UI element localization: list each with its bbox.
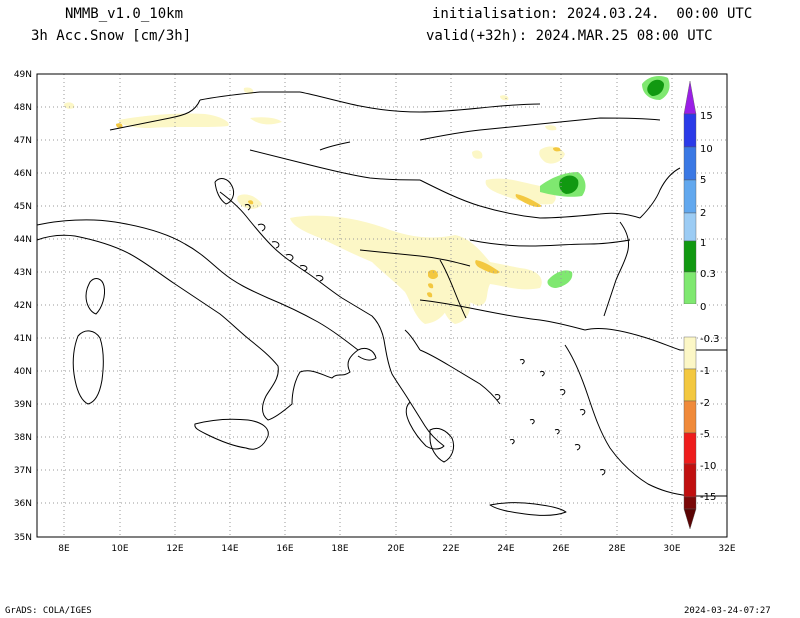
- colorbar: [683, 80, 697, 530]
- colorbar-label: 0.3: [700, 269, 716, 280]
- lat-label: 44N: [14, 235, 32, 245]
- lon-label: 12E: [166, 544, 183, 554]
- map-frame: [36, 73, 728, 538]
- colorbar-label: -0.3: [700, 334, 720, 345]
- longitude-labels: 8E 10E 12E 14E 16E 18E 20E 22E 24E 26E 2…: [58, 544, 736, 554]
- lat-label: 47N: [14, 136, 32, 146]
- lat-label: 43N: [14, 268, 32, 278]
- graticule: [37, 74, 727, 537]
- colorbar-swatch-0: [684, 304, 696, 337]
- lon-label: 22E: [442, 544, 459, 554]
- latitude-labels: 49N 48N 47N 46N 45N 44N 43N 42N 41N 40N …: [14, 70, 32, 543]
- lon-label: 20E: [387, 544, 404, 554]
- colorbar-label: 10: [700, 144, 713, 155]
- colorbar-swatch-neg1: [683, 368, 697, 402]
- footer-credit: GrADS: COLA/IGES: [5, 606, 92, 616]
- lon-label: 26E: [552, 544, 569, 554]
- colorbar-label: -2: [700, 398, 710, 409]
- lat-label: 38N: [14, 433, 32, 443]
- lon-label: 32E: [718, 544, 735, 554]
- colorbar-swatch-1: [683, 240, 697, 273]
- init-time: initialisation: 2024.03.24. 00:00 UTC: [432, 6, 753, 22]
- colorbar-label: 5: [700, 175, 706, 186]
- lat-label: 40N: [14, 367, 32, 377]
- colorbar-labels: 15 10 5 2 1 0.3 0 -0.3 -1 -2 -5 -10 -15: [700, 111, 720, 503]
- lat-label: 41N: [14, 334, 32, 344]
- colorbar-swatch-neg2: [683, 400, 697, 434]
- colorbar-label: 2: [700, 208, 706, 219]
- colorbar-label: -1: [700, 366, 710, 377]
- colorbar-swatch-5: [683, 179, 697, 214]
- colorbar-label: 1: [700, 238, 706, 249]
- lat-label: 35N: [14, 533, 32, 543]
- coastlines: [36, 91, 727, 516]
- snow-fields: [64, 76, 670, 324]
- colorbar-label: 0: [700, 302, 706, 313]
- colorbar-swatch-neg10: [683, 463, 697, 498]
- lat-label: 36N: [14, 499, 32, 509]
- footer-timestamp: 2024-03-24-07:27: [684, 606, 771, 616]
- lon-label: 30E: [663, 544, 680, 554]
- colorbar-label: -10: [700, 461, 716, 472]
- colorbar-swatch-2: [683, 212, 697, 242]
- lon-label: 16E: [276, 544, 293, 554]
- colorbar-bottom-arrow: [683, 508, 697, 530]
- colorbar-label: 15: [700, 111, 713, 122]
- colorbar-swatch-15: [683, 113, 697, 148]
- colorbar-swatch-neg0.3: [683, 336, 697, 370]
- lon-label: 8E: [58, 544, 70, 554]
- lat-label: 42N: [14, 301, 32, 311]
- colorbar-swatch-neg5: [683, 432, 697, 465]
- lon-label: 28E: [608, 544, 625, 554]
- model-title: NMMB_v1.0_10km: [65, 6, 184, 22]
- colorbar-label: -5: [700, 429, 710, 440]
- lat-label: 48N: [14, 103, 32, 113]
- colorbar-swatch-neg15: [683, 496, 697, 510]
- valid-time: valid(+32h): 2024.MAR.25 08:00 UTC: [426, 28, 713, 44]
- lat-label: 46N: [14, 169, 32, 179]
- lat-label: 39N: [14, 400, 32, 410]
- colorbar-label: -15: [700, 492, 716, 503]
- lon-label: 24E: [497, 544, 514, 554]
- lat-label: 45N: [14, 202, 32, 212]
- lon-label: 18E: [331, 544, 348, 554]
- variable-title: 3h Acc.Snow [cm/3h]: [31, 28, 192, 44]
- lon-label: 14E: [221, 544, 238, 554]
- lat-label: 37N: [14, 466, 32, 476]
- colorbar-top-arrow: [683, 80, 697, 115]
- colorbar-swatch-10: [683, 146, 697, 181]
- lat-label: 49N: [14, 70, 32, 80]
- colorbar-swatch-0.3: [683, 271, 697, 305]
- lon-label: 10E: [111, 544, 128, 554]
